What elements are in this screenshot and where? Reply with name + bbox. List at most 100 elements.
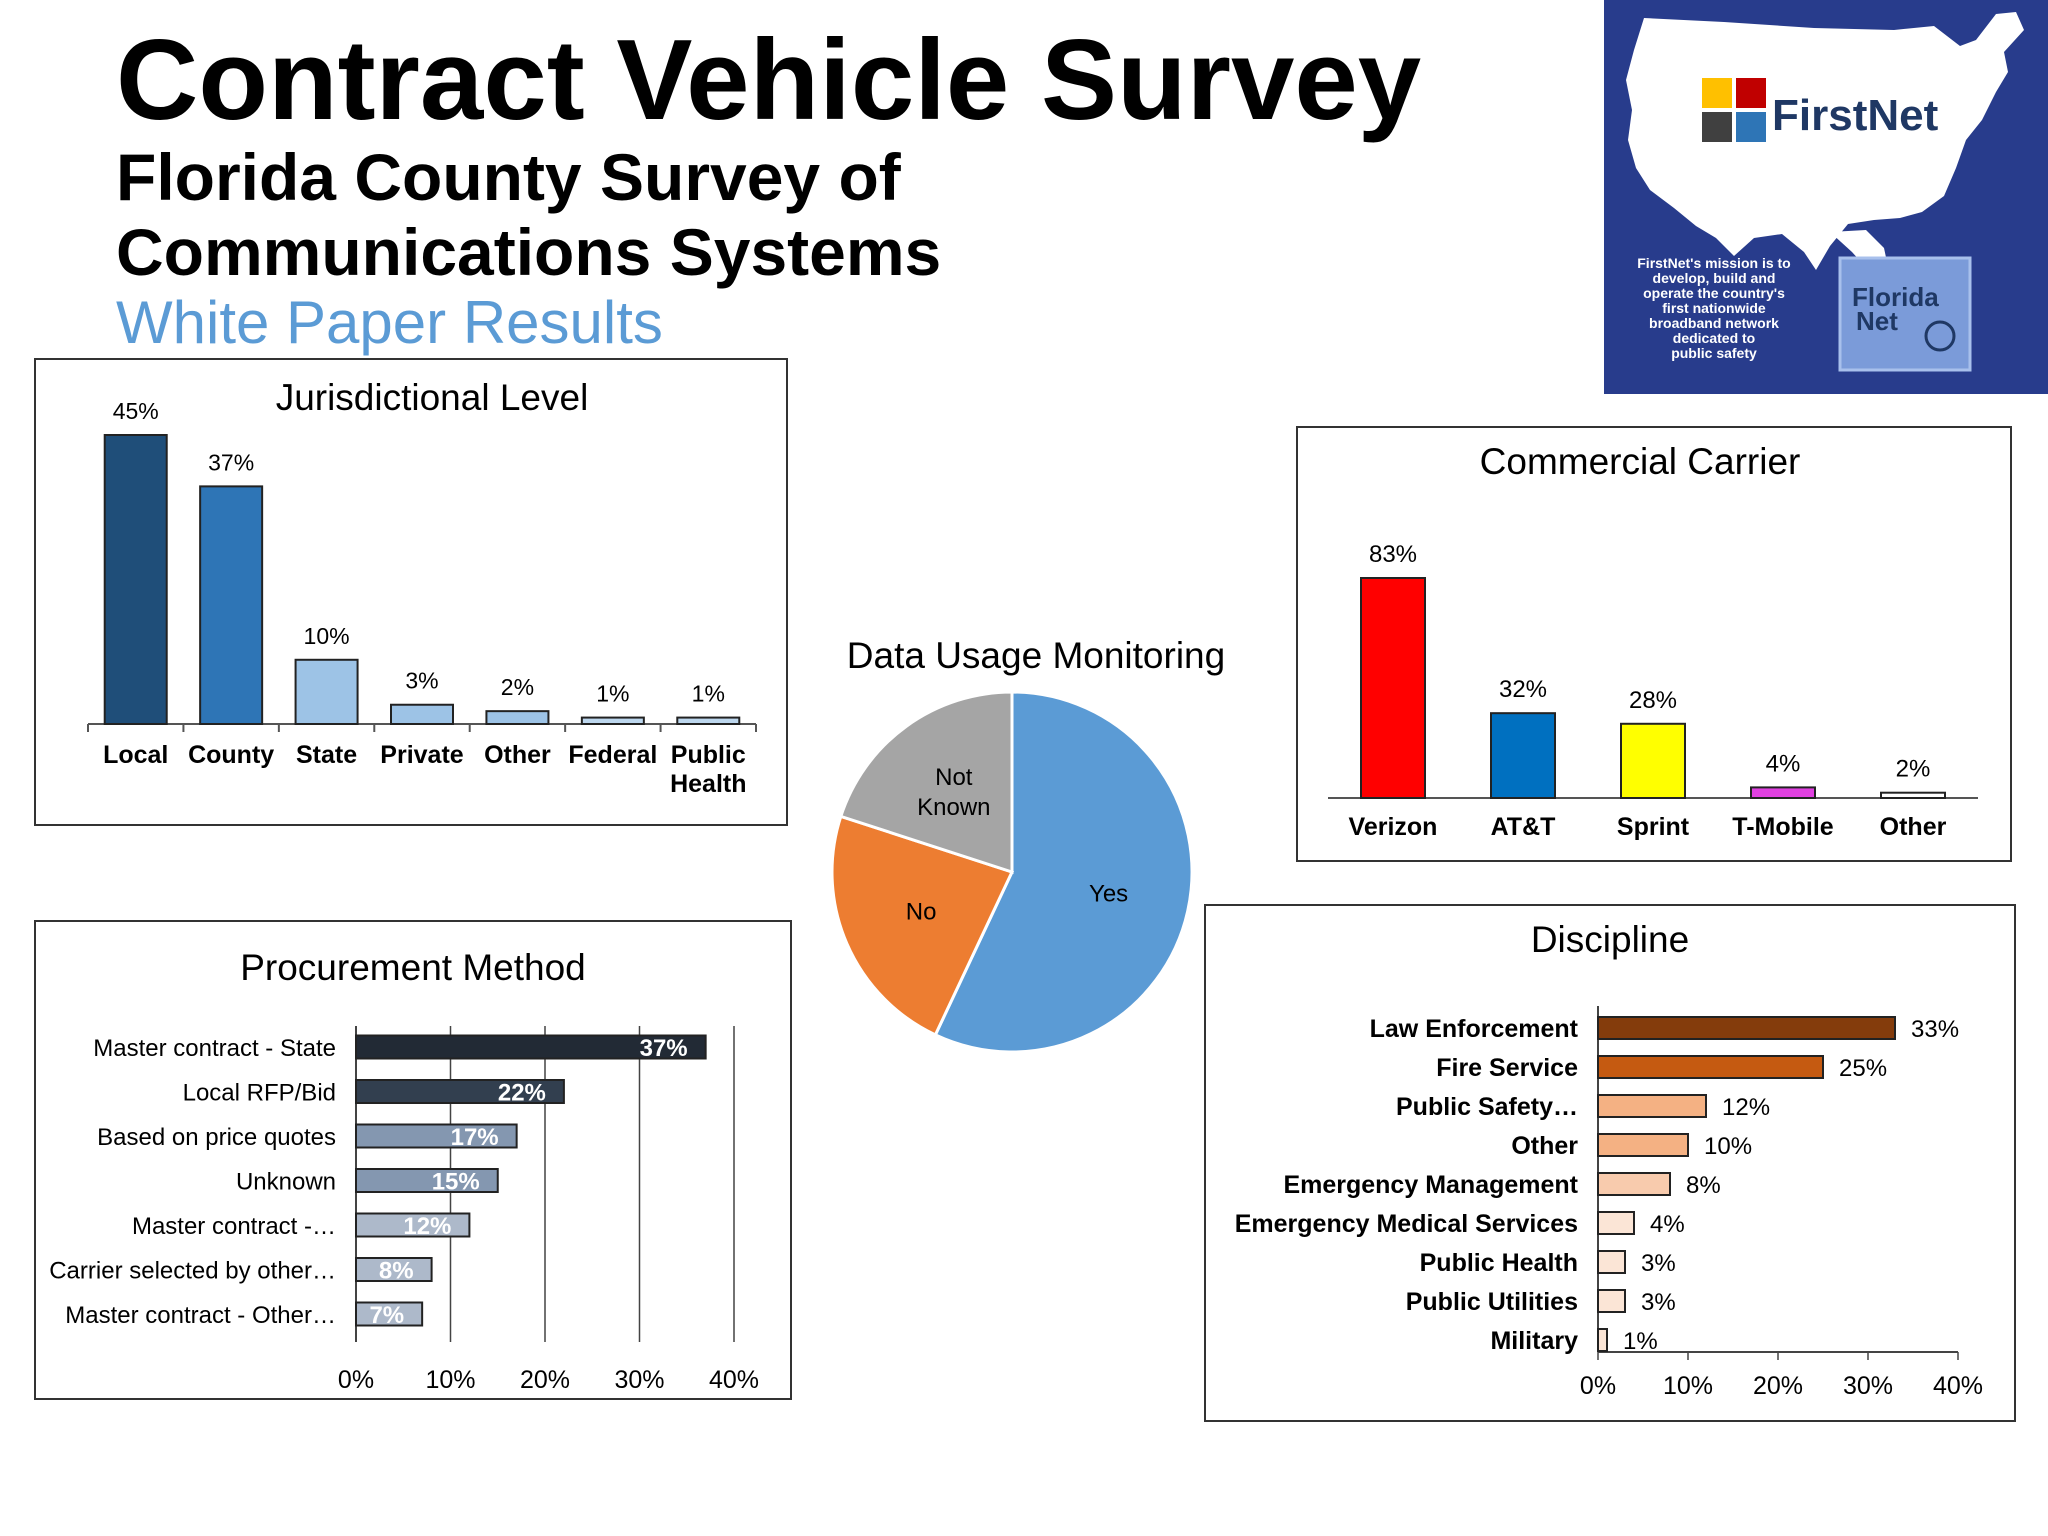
bar	[355, 1168, 499, 1193]
bar	[485, 710, 550, 725]
firstnet-brand-text: FirstNet	[1772, 91, 1939, 140]
firstnet-logo: FirstNet FirstNet's mission is to develo…	[1604, 0, 2048, 394]
mission-line: dedicated to	[1673, 330, 1755, 346]
category-label: Master contract -…	[132, 1213, 336, 1240]
data-label: 22%	[498, 1080, 546, 1107]
category-label: Sprint	[1617, 813, 1690, 841]
mission-line: public safety	[1671, 345, 1757, 361]
data-label: 37%	[208, 449, 254, 475]
category-label: Local RFP/Bid	[183, 1080, 336, 1107]
data-label: 8%	[1686, 1172, 1721, 1199]
emblem-square-2	[1736, 78, 1766, 108]
category-label: Emergency Medical Services	[1235, 1210, 1578, 1238]
data-label: 2%	[501, 674, 534, 700]
data-label: 3%	[1641, 1289, 1676, 1316]
chart-title: Commercial Carrier	[1480, 441, 1801, 482]
us-map-icon	[1626, 12, 2024, 270]
category-label: Public Health	[1420, 1249, 1578, 1277]
data-label: 33%	[1911, 1016, 1959, 1043]
data-label: 32%	[1499, 676, 1547, 703]
data-label: 8%	[379, 1258, 414, 1285]
data-label: 3%	[1641, 1250, 1676, 1277]
data-label: 2%	[1896, 756, 1931, 783]
category-label: Public	[671, 741, 746, 769]
mission-line: first nationwide	[1662, 300, 1766, 316]
bar	[1597, 1289, 1626, 1313]
bar	[1880, 791, 1946, 799]
bar	[1360, 577, 1426, 799]
mission-line: operate the country's	[1643, 285, 1785, 301]
pie-slice	[933, 690, 1194, 1054]
bar	[355, 1079, 565, 1104]
pie-slice	[838, 690, 1014, 875]
bar	[1597, 1211, 1635, 1235]
bar	[1597, 1016, 1896, 1040]
bar	[1597, 1328, 1608, 1352]
badge-text-florida: Florida	[1852, 282, 1939, 312]
slice-label: No	[906, 898, 937, 925]
bar	[103, 434, 168, 725]
bar	[1597, 1133, 1689, 1157]
data-label: 12%	[1722, 1094, 1770, 1121]
bar	[355, 1301, 424, 1327]
commercial-carrier-panel: Commercial Carrier 83% Verizon 32% AT&T 28% S…	[1296, 426, 2012, 862]
category-label: Master contract - Other…	[65, 1302, 336, 1329]
data-label: 1%	[692, 681, 725, 707]
data-usage-monitoring-chart: Data Usage Monitoring Yes No Not Known	[830, 635, 1225, 1054]
x-tick-label: 0%	[338, 1366, 374, 1394]
bar	[676, 716, 741, 726]
chart-title: Discipline	[1531, 919, 1689, 960]
bar	[355, 1212, 471, 1238]
category-label: Based on price quotes	[97, 1124, 336, 1151]
bar	[1490, 712, 1556, 799]
bar	[1597, 1094, 1707, 1118]
data-label: 15%	[432, 1169, 480, 1196]
chart-title: Data Usage Monitoring	[847, 635, 1225, 676]
data-label: 3%	[405, 668, 438, 694]
mission-line: broadband network	[1649, 315, 1779, 331]
x-tick-label: 20%	[1753, 1372, 1803, 1400]
discipline-panel: Discipline 0% 10% 20% 30% 40% Law Enforcement…	[1204, 904, 2016, 1422]
bar	[1597, 1172, 1671, 1196]
bar	[1597, 1250, 1626, 1274]
category-label: Other	[484, 741, 551, 769]
data-label: 25%	[1839, 1055, 1887, 1082]
data-label: 10%	[304, 623, 350, 649]
badge-text-net: Net	[1856, 306, 1898, 336]
data-label: 1%	[596, 681, 629, 707]
x-tick-label: 40%	[1933, 1372, 1983, 1400]
chart-title: Jurisdictional Level	[276, 377, 589, 418]
signal-icon	[1924, 320, 1956, 352]
emblem-square-4	[1736, 112, 1766, 142]
category-label: Other	[1880, 813, 1947, 841]
bar	[355, 1123, 518, 1149]
category-label: Emergency Management	[1283, 1171, 1578, 1199]
commercial-carrier-chart: Commercial Carrier 83% Verizon 32% AT&T 28% S…	[1328, 441, 1978, 841]
page-tagline: White Paper Results	[116, 289, 663, 356]
category-label: Verizon	[1349, 813, 1438, 841]
slice-label: Known	[917, 794, 990, 821]
data-label: 83%	[1369, 541, 1417, 568]
page-title: Contract Vehicle Survey	[116, 17, 1422, 144]
x-tick-label: 20%	[520, 1366, 570, 1394]
data-label: 12%	[403, 1213, 451, 1240]
bar	[355, 1034, 707, 1060]
subtitle-line-1: Florida County Survey of	[116, 140, 901, 214]
florida-net-badge	[1838, 256, 1972, 372]
data-label: 37%	[640, 1035, 688, 1062]
bar	[199, 485, 264, 725]
x-tick-label: 10%	[425, 1366, 475, 1394]
category-label: Local	[103, 741, 168, 769]
procurement-method-panel: Procurement Method 0% 10% 20% 30% 40% Master …	[34, 920, 792, 1400]
x-tick-label: 0%	[1580, 1372, 1616, 1400]
data-label: 7%	[369, 1302, 404, 1329]
pie-slice	[830, 814, 1015, 1037]
procurement-method-chart: Procurement Method 0% 10% 20% 30% 40% Master …	[49, 947, 759, 1394]
discipline-chart: Discipline 0% 10% 20% 30% 40% Law Enforcement…	[1235, 919, 1983, 1400]
mission-line: develop, build and	[1653, 270, 1776, 286]
data-label: 10%	[1704, 1133, 1752, 1160]
x-tick-label: 30%	[1843, 1372, 1893, 1400]
category-label: Federal	[568, 741, 657, 769]
bar	[294, 658, 359, 725]
bar	[1620, 722, 1686, 800]
